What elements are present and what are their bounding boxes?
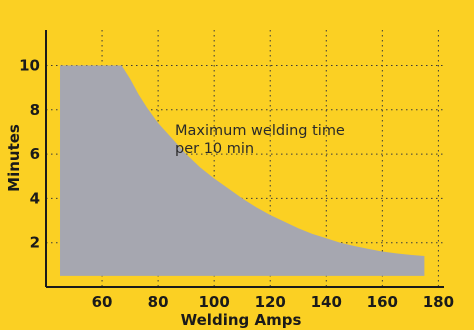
y-tick-label: 10 — [19, 56, 40, 74]
x-tick-label: 160 — [367, 293, 398, 311]
x-tick-label: 60 — [92, 293, 113, 311]
annotation-line-2: per 10 min — [175, 141, 254, 157]
x-tick-label: 80 — [148, 293, 169, 311]
x-tick-labels: 60 80 100 120 140 160 180 — [92, 293, 454, 311]
annotation-line-1: Maximum welding time — [175, 123, 345, 139]
y-axis-title: Minutes — [5, 124, 23, 192]
x-axis-title: Welding Amps — [181, 311, 302, 329]
y-tick-label: 8 — [30, 101, 40, 119]
y-tick-labels: 2 4 6 8 10 — [19, 56, 40, 251]
y-tick-label: 4 — [30, 189, 40, 207]
duty-cycle-area — [60, 65, 425, 276]
y-tick-label: 6 — [30, 145, 40, 163]
x-tick-label: 100 — [199, 293, 230, 311]
x-tick-label: 120 — [255, 293, 286, 311]
y-tick-label: 2 — [30, 234, 40, 252]
x-tick-label: 180 — [423, 293, 454, 311]
x-tick-label: 140 — [311, 293, 342, 311]
